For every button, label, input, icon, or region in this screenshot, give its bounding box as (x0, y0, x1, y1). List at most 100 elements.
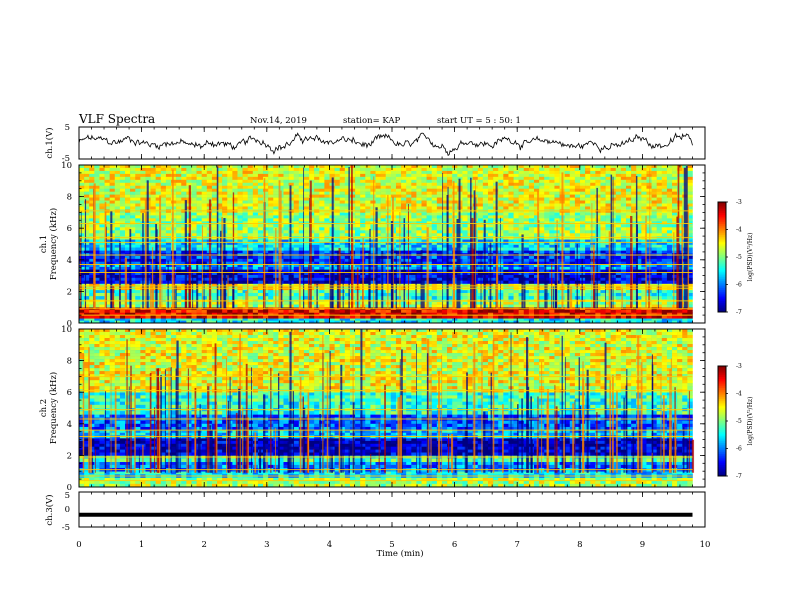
spectrogram-cell (620, 304, 627, 308)
spectrogram-cell (615, 242, 622, 246)
spectrogram-cell (518, 242, 525, 246)
spectrogram-cell (237, 256, 243, 260)
spectrogram-cell (605, 277, 611, 281)
spectrogram-cell (534, 266, 540, 270)
spectrogram-cell (600, 312, 606, 316)
spectrogram-cell (227, 256, 233, 260)
spectrogram-cell (114, 312, 121, 316)
spectrogram-cell (395, 277, 402, 281)
spectrogram-cell (119, 312, 126, 316)
spectrogram-cell (104, 197, 110, 201)
spectrogram-cell (176, 274, 182, 279)
spectrogram-cell (523, 283, 530, 287)
spectrogram-cell (656, 233, 663, 237)
spectrogram-cell (150, 200, 156, 204)
spectrogram-cell (160, 165, 167, 169)
spectrogram-cell (600, 309, 606, 314)
spectrogram-cell (390, 309, 397, 314)
spectrogram-cell (119, 320, 126, 324)
spectrogram-cell (626, 296, 632, 300)
spectrogram-cell (181, 283, 187, 287)
spectrogram-cell (79, 266, 85, 270)
spectrogram-cell (534, 277, 540, 281)
spectrogram-cell (626, 274, 632, 279)
spectrogram-cell (595, 315, 601, 319)
spectrogram-cell (626, 312, 632, 316)
spectrogram-cell (314, 274, 320, 279)
spectrogram-cell (283, 269, 289, 273)
spectrogram-cell (155, 250, 162, 254)
spectrogram-cell (365, 280, 371, 284)
spectrogram-cell (314, 266, 320, 270)
spectrogram-cell (585, 212, 591, 216)
spectrogram-cell (365, 318, 371, 321)
spectrogram-cell (620, 315, 627, 319)
spectrogram-cell (227, 289, 233, 294)
spectrogram-cell (559, 318, 565, 321)
spectrogram-cell (666, 247, 673, 251)
spectrogram-cell (324, 274, 330, 279)
spectrogram-cell (539, 283, 545, 287)
spectrogram-cell (666, 274, 673, 279)
spectrogram-cell (273, 320, 279, 324)
spectrogram-cell (672, 264, 678, 268)
spectrogram-cell (539, 269, 545, 273)
spectrogram-cell (365, 277, 371, 281)
spectrogram-cell (227, 247, 233, 251)
spectrogram-cell (181, 242, 187, 246)
spectrogram-cell (375, 233, 381, 237)
spectrogram-cell (176, 292, 182, 297)
spectrogram-cell (544, 266, 550, 270)
spectrogram-cell (503, 239, 509, 243)
spectrogram-cell (257, 250, 264, 254)
spectrogram-cell (155, 320, 162, 324)
spectrogram-cell (656, 320, 663, 324)
spectrogram-cell (79, 224, 85, 228)
spectrogram-cell (503, 277, 509, 281)
spectrogram-cell (339, 239, 346, 243)
spectrogram-cell (288, 312, 295, 316)
spectrogram-cell (436, 292, 443, 297)
spectrogram-cell (89, 218, 95, 222)
spectrogram-cell (595, 272, 601, 276)
spectrogram-cell (523, 264, 530, 268)
spectrogram-cell (395, 261, 402, 265)
spectrogram-cell (411, 318, 417, 321)
spectrogram-cell (222, 320, 228, 324)
spectrogram-cell (395, 258, 402, 262)
spectrogram-cell (339, 283, 346, 287)
spectrogram-cell (84, 176, 90, 181)
spectrogram-cell (130, 289, 136, 294)
spectrogram-cell (114, 250, 121, 254)
spectrogram-cell (94, 292, 100, 297)
spectrogram-cell (462, 215, 468, 219)
spectrogram-cell (217, 258, 223, 262)
spectrogram-cell (615, 280, 622, 284)
spectrogram-cell (227, 233, 233, 237)
spectrogram-cell (319, 320, 325, 324)
spectrogram-cell (201, 256, 208, 260)
spectrogram-cell (263, 304, 269, 308)
spectrogram-cell (79, 182, 85, 187)
spectrogram-cell (84, 258, 90, 262)
spectrogram-cell (181, 264, 187, 268)
spectrogram-cell (160, 274, 167, 279)
spectrogram-cell (94, 264, 100, 268)
spectrogram-cell (401, 320, 407, 324)
spectrogram-cell (257, 218, 264, 222)
spectrogram-cell (339, 280, 346, 284)
spectrogram-cell (421, 239, 427, 243)
spectrogram-cell (257, 244, 264, 248)
spectrogram-cell (257, 212, 264, 216)
spectrogram-cell (94, 261, 100, 265)
spectrogram-cell (498, 256, 504, 260)
spectrogram-cell (395, 227, 402, 231)
spectrogram-cell (534, 283, 540, 287)
spectrogram-cell (528, 244, 535, 248)
spectrogram-cell (114, 309, 121, 314)
spectrogram-cell (656, 215, 663, 219)
spectrogram-cell (426, 212, 433, 216)
spectrogram-cell (79, 312, 85, 316)
spectrogram-cell (636, 247, 642, 251)
spectrogram-cell (523, 280, 530, 284)
